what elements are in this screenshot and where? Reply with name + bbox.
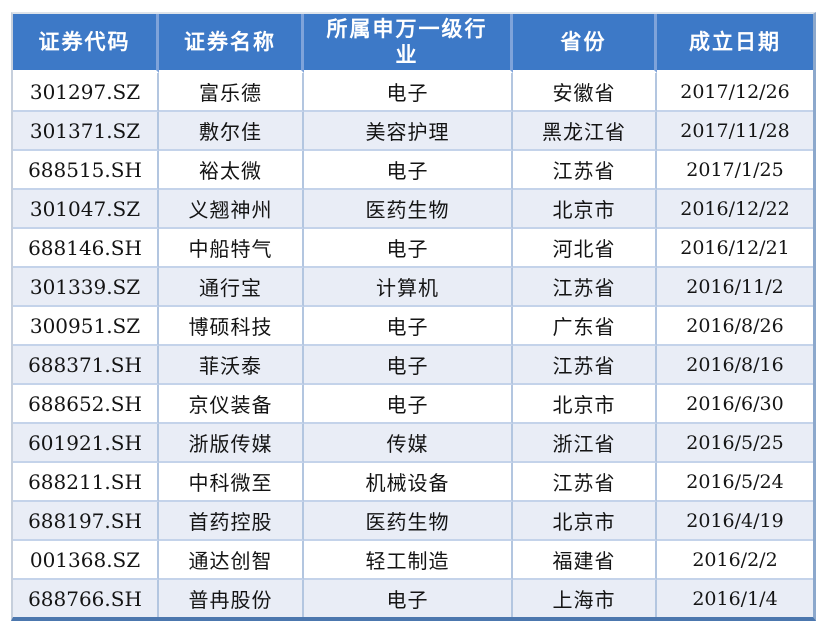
- cell-industry: 电子: [304, 346, 513, 385]
- cell-province: 福建省: [513, 541, 657, 580]
- table-row: 688211.SH 中科微至 机械设备 江苏省 2016/5/24: [13, 463, 813, 502]
- cell-industry: 电子: [304, 151, 513, 190]
- cell-code: 688652.SH: [13, 385, 159, 424]
- cell-date: 2017/11/28: [657, 112, 813, 151]
- table-row: 301297.SZ 富乐德 电子 安徽省 2017/12/26: [13, 73, 813, 112]
- cell-province: 江苏省: [513, 463, 657, 502]
- table-row: 688515.SH 裕太微 电子 江苏省 2017/1/25: [13, 151, 813, 190]
- cell-province: 北京市: [513, 190, 657, 229]
- header-row: 证券代码 证券名称 所属申万一级行业 省份 成立日期: [13, 14, 813, 73]
- cell-industry: 医药生物: [304, 190, 513, 229]
- cell-date: 2016/11/2: [657, 268, 813, 307]
- cell-date: 2016/5/24: [657, 463, 813, 502]
- cell-date: 2016/8/26: [657, 307, 813, 346]
- cell-province: 北京市: [513, 385, 657, 424]
- cell-code: 300951.SZ: [13, 307, 159, 346]
- cell-code: 688146.SH: [13, 229, 159, 268]
- cell-province: 黑龙江省: [513, 112, 657, 151]
- cell-province: 江苏省: [513, 268, 657, 307]
- cell-date: 2016/8/16: [657, 346, 813, 385]
- cell-province: 江苏省: [513, 346, 657, 385]
- cell-date: 2017/12/26: [657, 73, 813, 112]
- cell-industry: 美容护理: [304, 112, 513, 151]
- cell-name: 菲沃泰: [159, 346, 304, 385]
- column-header-industry: 所属申万一级行业: [304, 14, 513, 73]
- table-row: 301339.SZ 通行宝 计算机 江苏省 2016/11/2: [13, 268, 813, 307]
- cell-industry: 电子: [304, 580, 513, 617]
- cell-date: 2016/2/2: [657, 541, 813, 580]
- cell-province: 浙江省: [513, 424, 657, 463]
- cell-name: 裕太微: [159, 151, 304, 190]
- cell-industry: 电子: [304, 73, 513, 112]
- stock-table: 证券代码 证券名称 所属申万一级行业 省份 成立日期 301297.SZ 富乐德…: [13, 14, 813, 617]
- table-body: 301297.SZ 富乐德 电子 安徽省 2017/12/26 301371.S…: [13, 73, 813, 617]
- table-row: 301047.SZ 义翘神州 医药生物 北京市 2016/12/22: [13, 190, 813, 229]
- table-row: 301371.SZ 敷尔佳 美容护理 黑龙江省 2017/11/28: [13, 112, 813, 151]
- cell-name: 敷尔佳: [159, 112, 304, 151]
- cell-province: 河北省: [513, 229, 657, 268]
- cell-code: 601921.SH: [13, 424, 159, 463]
- column-header-province: 省份: [513, 14, 657, 73]
- cell-industry: 机械设备: [304, 463, 513, 502]
- cell-code: 688515.SH: [13, 151, 159, 190]
- cell-name: 中船特气: [159, 229, 304, 268]
- table-row: 688146.SH 中船特气 电子 河北省 2016/12/21: [13, 229, 813, 268]
- cell-industry: 电子: [304, 307, 513, 346]
- cell-industry: 医药生物: [304, 502, 513, 541]
- cell-name: 富乐德: [159, 73, 304, 112]
- cell-code: 001368.SZ: [13, 541, 159, 580]
- cell-date: 2016/1/4: [657, 580, 813, 617]
- cell-date: 2016/12/22: [657, 190, 813, 229]
- cell-date: 2016/4/19: [657, 502, 813, 541]
- table-row: 688652.SH 京仪装备 电子 北京市 2016/6/30: [13, 385, 813, 424]
- cell-code: 301047.SZ: [13, 190, 159, 229]
- cell-code: 301371.SZ: [13, 112, 159, 151]
- table-row: 688197.SH 首药控股 医药生物 北京市 2016/4/19: [13, 502, 813, 541]
- column-header-code: 证券代码: [13, 14, 159, 73]
- cell-industry: 传媒: [304, 424, 513, 463]
- column-header-name: 证券名称: [159, 14, 304, 73]
- table-row: 688371.SH 菲沃泰 电子 江苏省 2016/8/16: [13, 346, 813, 385]
- cell-industry: 轻工制造: [304, 541, 513, 580]
- cell-name: 中科微至: [159, 463, 304, 502]
- cell-code: 688197.SH: [13, 502, 159, 541]
- cell-name: 首药控股: [159, 502, 304, 541]
- cell-province: 江苏省: [513, 151, 657, 190]
- cell-code: 688766.SH: [13, 580, 159, 617]
- cell-name: 博硕科技: [159, 307, 304, 346]
- table-row: 001368.SZ 通达创智 轻工制造 福建省 2016/2/2: [13, 541, 813, 580]
- cell-code: 688211.SH: [13, 463, 159, 502]
- cell-name: 通达创智: [159, 541, 304, 580]
- cell-name: 浙版传媒: [159, 424, 304, 463]
- cell-industry: 计算机: [304, 268, 513, 307]
- table-row: 688766.SH 普冉股份 电子 上海市 2016/1/4: [13, 580, 813, 617]
- cell-industry: 电子: [304, 229, 513, 268]
- cell-province: 广东省: [513, 307, 657, 346]
- cell-province: 安徽省: [513, 73, 657, 112]
- cell-name: 通行宝: [159, 268, 304, 307]
- cell-industry: 电子: [304, 385, 513, 424]
- column-header-date: 成立日期: [657, 14, 813, 73]
- cell-name: 京仪装备: [159, 385, 304, 424]
- cell-name: 义翘神州: [159, 190, 304, 229]
- cell-name: 普冉股份: [159, 580, 304, 617]
- cell-code: 688371.SH: [13, 346, 159, 385]
- cell-code: 301339.SZ: [13, 268, 159, 307]
- table-row: 601921.SH 浙版传媒 传媒 浙江省 2016/5/25: [13, 424, 813, 463]
- cell-code: 301297.SZ: [13, 73, 159, 112]
- cell-date: 2016/6/30: [657, 385, 813, 424]
- cell-date: 2017/1/25: [657, 151, 813, 190]
- cell-date: 2016/5/25: [657, 424, 813, 463]
- cell-date: 2016/12/21: [657, 229, 813, 268]
- stock-table-frame: 证券代码 证券名称 所属申万一级行业 省份 成立日期 301297.SZ 富乐德…: [11, 12, 816, 621]
- cell-province: 上海市: [513, 580, 657, 617]
- cell-province: 北京市: [513, 502, 657, 541]
- table-row: 300951.SZ 博硕科技 电子 广东省 2016/8/26: [13, 307, 813, 346]
- table-header: 证券代码 证券名称 所属申万一级行业 省份 成立日期: [13, 14, 813, 73]
